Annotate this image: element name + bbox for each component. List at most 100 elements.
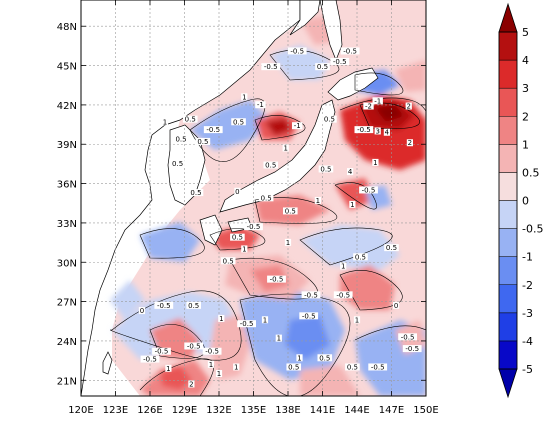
contour-label-bg [284,238,292,246]
contour-label: 0 [394,302,398,310]
contour-label-bg [184,342,204,350]
lat-tick-label: 45N [57,62,77,73]
lat-tick-label: 27N [57,298,77,309]
contour-label: 2 [407,103,411,111]
contour-line [354,72,404,96]
colorbar-label: 4 [522,54,529,67]
colorbar-outline [498,31,518,370]
latitude-axis-labels: 21N 24N 27N 30N 33N 36N 39N 42N 45N 48N [57,22,77,387]
lat-tick-label: 33N [57,219,77,230]
contour-label: -0.5 [206,126,220,134]
colorbar-bottom-arrow [498,368,518,399]
colorbar-label: -3 [522,307,533,320]
anomaly-neg-shelf [110,280,145,320]
colorbar-swatch [498,31,518,61]
contour-label: 0.5 [261,194,272,202]
contour-label: 1 [163,118,167,126]
land-masses [81,0,379,396]
contour-line [229,257,318,300]
colorbar-swatch [498,312,518,342]
contour-label-bg [347,168,354,176]
colorbar-label: 1 [522,138,529,151]
lon-tick-label: 126E [137,405,162,416]
contour-line [334,182,377,210]
contour-label: -0.5 [290,47,304,55]
contour-label: 1 [297,354,301,362]
anomaly-neg-japan-sea [190,100,270,150]
contour-label: 0.5 [223,257,234,265]
contour-label-bg [340,47,360,55]
contour-label: -0.5 [371,363,385,371]
lon-tick-label: 129E [172,405,197,416]
contour-line [139,228,205,259]
lat-tick-label: 48N [57,22,77,33]
contour-label-bg [263,161,279,169]
contour-label: 1 [350,201,354,209]
lon-tick-label: 123E [103,405,128,416]
contour-label-bg [138,307,146,315]
land-sakhalin [319,0,343,61]
lat-tick-label: 39N [57,140,77,151]
colorbar-swatch [498,116,518,145]
contour-label-bg [255,101,266,109]
contour-label: 0.5 [317,63,328,71]
contour-label: -0.5 [270,276,284,284]
contour-label: 1 [277,335,281,343]
lat-lon-grid [81,0,426,396]
contour-label-bg [182,115,198,123]
contour-label-bg [188,189,204,197]
lat-tick-label: 42N [57,101,77,112]
contour-label: -1 [374,97,381,105]
longitude-axis-labels: 120E 123E 126E 129E 132E 135E 138E 141E … [68,405,438,416]
contour-label: -2 [365,103,372,111]
colorbar-label: -1 [522,251,533,264]
contour-line [339,97,426,160]
contour-label-bg [282,144,289,152]
contour-label: 0.5 [185,116,196,124]
contour-label: -0.5 [405,345,419,353]
contour-label-bg [296,354,303,362]
contour-label: 1 [283,144,287,152]
colorbar-label: -0.5 [522,223,543,236]
contour-label-bg [374,127,381,135]
contour-label-bg [314,196,321,204]
lon-tick-label: 132E [206,405,231,416]
lon-tick-label: 150E [413,405,438,416]
contour-label-bg [398,333,417,341]
contour-lines [110,49,426,396]
contour-label: 1 [341,262,345,270]
contour-line [189,98,266,163]
contour-label-bg [299,312,319,320]
contour-label: -1 [294,122,301,130]
contour-label: 0 [140,307,144,315]
land-china [81,0,301,396]
axis-ticks [80,0,427,396]
contour-label: 4 [385,129,390,137]
colorbar-label: 5 [522,26,529,39]
contour-label-bg [154,301,174,309]
contour-label: 0.5 [232,234,243,242]
contour-label-bg [315,63,330,71]
contour-label-bg [318,165,334,173]
contour-label: 2 [408,139,412,147]
contour-label-bg [244,223,263,231]
contour-label-bg [261,63,281,71]
contour-label-bg [234,187,241,195]
contour-line [354,325,426,341]
colorbar-label: 0 [522,195,529,208]
contour-label-bg [218,314,225,322]
contour-label-bg [317,354,333,362]
colorbar-label: -5 [522,363,533,376]
contour-label: -0.5 [155,348,169,356]
contour-label: -0.5 [357,126,371,134]
contour-label: -0.5 [143,356,157,364]
colorbar-swatch [498,87,518,117]
contour-label: 1 [316,197,320,205]
lat-tick-label: 30N [57,258,77,269]
contour-label-bg [261,316,269,324]
contour-label: 1 [166,365,170,373]
contour-label: 1 [286,239,290,247]
contour-label-bg [353,316,361,324]
land-hokkaido [327,67,379,101]
